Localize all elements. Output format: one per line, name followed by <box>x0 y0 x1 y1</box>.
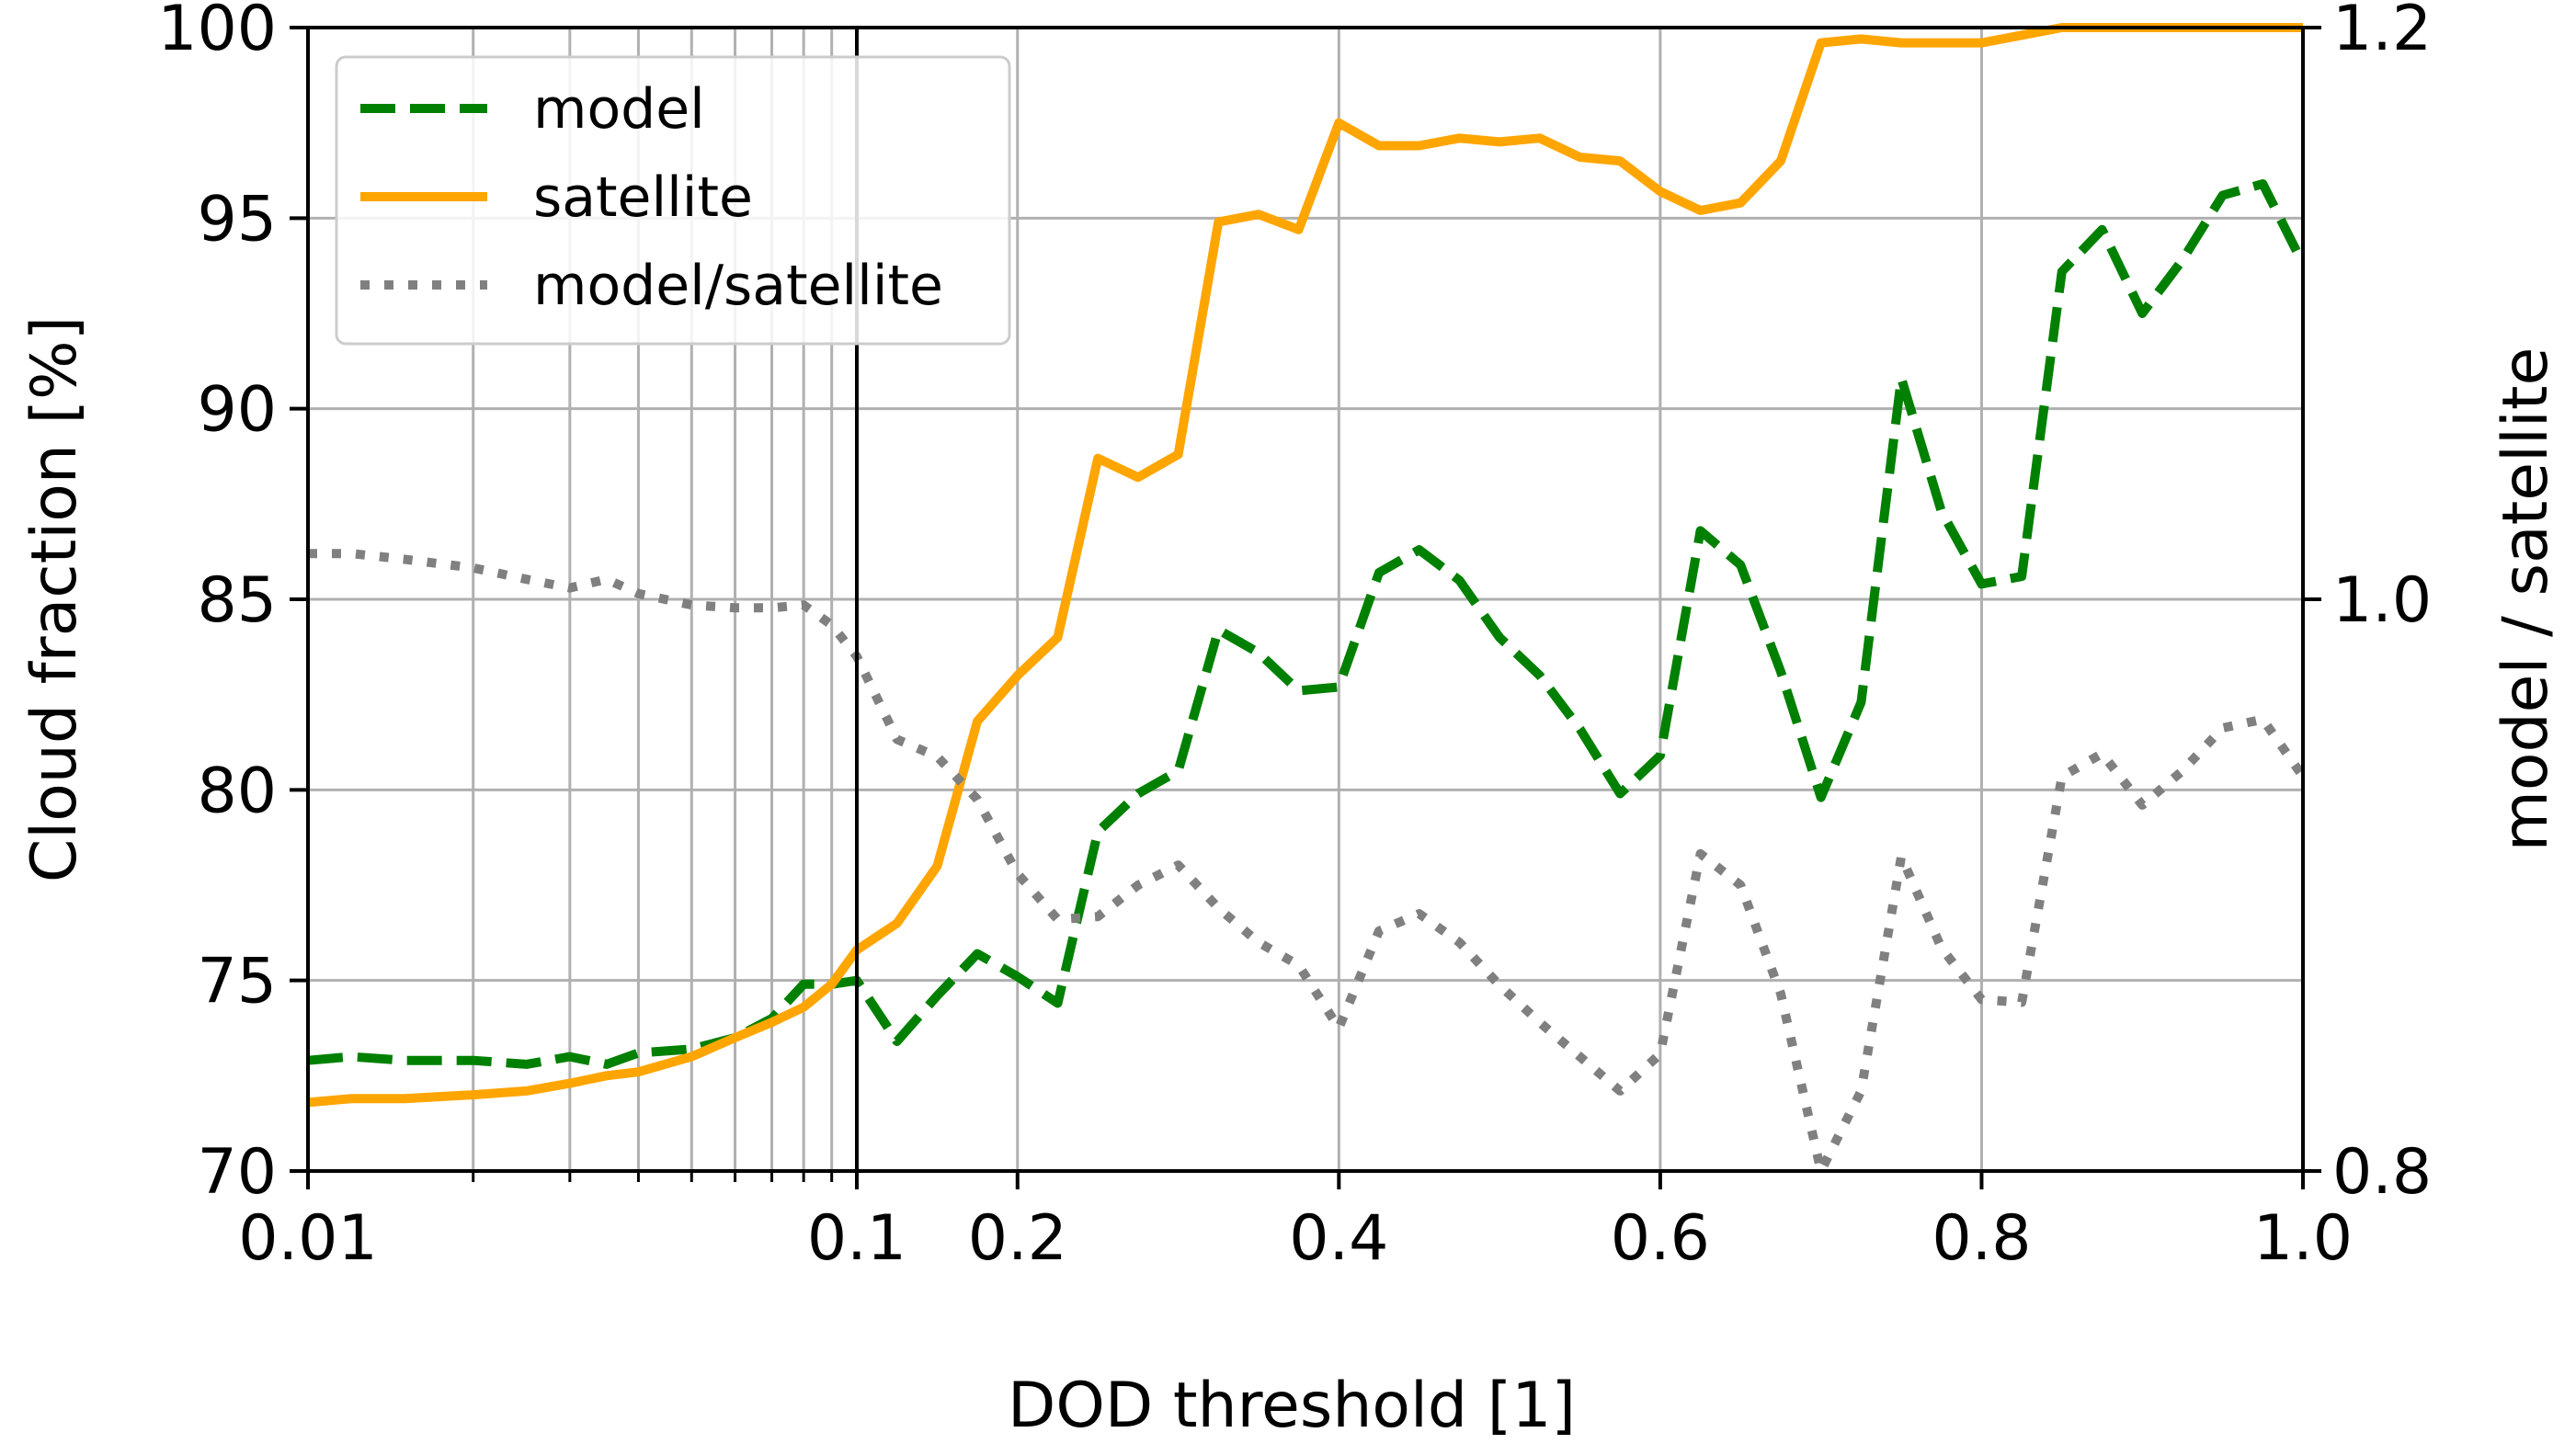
y-tick-label: 85 <box>197 564 277 637</box>
y2-tick-label: 1.0 <box>2332 564 2432 637</box>
axis-ticks: 0.01 0.1 0.2 0.4 0.6 0.8 1.07075808590951000.8… <box>157 0 2432 1275</box>
x-tick-label: 0.6 <box>1611 1202 1710 1275</box>
y-tick-label: 100 <box>157 0 277 65</box>
series-layer <box>307 23 2308 1176</box>
legend-label-model-satellite: model/satellite <box>533 254 943 318</box>
y-tick-label: 80 <box>197 755 277 827</box>
legend-label-satellite: satellite <box>533 165 753 230</box>
y-tick-label: 75 <box>197 946 277 1018</box>
y-axis-label: Cloud fraction [%] <box>18 316 91 882</box>
y-tick-label: 95 <box>197 183 277 256</box>
y2-axis-label: model / satellite <box>2490 347 2562 852</box>
y2-tick-label: 0.8 <box>2332 1136 2432 1209</box>
x-tick-label: 0.4 <box>1289 1202 1388 1275</box>
y-tick-label: 70 <box>197 1136 277 1209</box>
legend-box <box>335 55 1011 346</box>
series-line-satellite <box>307 23 2303 1108</box>
x-tick-label: 0.8 <box>1932 1202 2031 1275</box>
series-line-model <box>307 179 2308 1069</box>
y2-tick-label: 1.2 <box>2332 0 2432 65</box>
legend-label-model: model <box>533 77 705 142</box>
series-line-model-satellite <box>308 549 2308 1176</box>
x-tick-label: 0.1 <box>807 1202 906 1275</box>
x-tick-label: 0.01 <box>238 1202 377 1275</box>
x-axis-label: DOD threshold [1] <box>1008 1370 1576 1442</box>
x-tick-label: 0.2 <box>968 1202 1067 1275</box>
legend: model satellite model/satellite <box>335 55 1011 346</box>
y-tick-label: 90 <box>197 374 277 447</box>
x-tick-label: 1.0 <box>2253 1202 2353 1275</box>
